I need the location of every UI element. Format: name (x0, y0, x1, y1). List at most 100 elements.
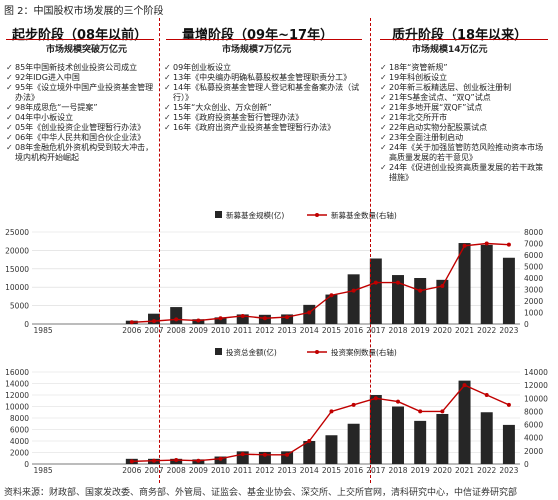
x-tick-label: 2018 (388, 466, 407, 475)
stage-3-event: 21年S基金试点、“双Q”试点 (380, 93, 550, 103)
stage-3-event: 19年科创板设立 (380, 73, 550, 83)
bar (436, 413, 449, 464)
line-point (418, 409, 423, 414)
bar (392, 275, 404, 324)
line-point (152, 458, 156, 463)
y-right-tick-label: 4000 (524, 434, 543, 443)
series-line (131, 384, 510, 463)
x-tick-label: 2014 (300, 466, 319, 475)
legend-bar-label: 新募基金规模(亿) (226, 210, 284, 220)
y-right-tick-label: 2000 (524, 297, 543, 306)
line-point (440, 409, 445, 414)
stage-2-event: 15年《政府投资基金暂行管理办法》 (164, 113, 360, 123)
x-tick-label: 2019 (411, 326, 430, 335)
stage-1-event: 92年IDG进入中国 (6, 73, 154, 83)
x-tick-label: 2017 (366, 466, 385, 475)
bar (236, 451, 249, 464)
y-right-tick-label: 3000 (524, 286, 543, 295)
bar (281, 451, 294, 464)
x-tick-label: 2020 (433, 466, 452, 475)
source-note: 资料来源：财政部、国家发改委、商务部、外管局、证监会、基金业协会、深交所、上交所… (4, 488, 518, 498)
x-tick-label: 2009 (189, 466, 208, 475)
x-tick-label: 2012 (255, 466, 274, 475)
y-left-tick-label: 4000 (10, 437, 29, 446)
bar (347, 274, 360, 324)
stage-3-event: 24年《关于加强监管防范风险推动资本市场高质量发展的若干意见》 (380, 143, 550, 163)
x-tick-label: 2014 (300, 326, 319, 335)
legend-bar-label: 投资总金额(亿) (226, 347, 277, 357)
stage-1-event: 98年成思危“一号提案” (6, 103, 154, 113)
line-point (440, 284, 445, 289)
x-tick-label: 2012 (255, 326, 274, 335)
stage-3-event: 20年新三板精选层、创业板注册制 (380, 83, 550, 93)
y-right-tick-label: 14000 (524, 368, 548, 377)
y-left-tick-label: 25000 (5, 228, 29, 237)
line-point (351, 288, 356, 293)
bar (236, 314, 249, 324)
x-tick-label: 2017 (366, 326, 385, 335)
y-right-tick-label: 6000 (524, 251, 543, 260)
stage-1-event: 08年金融危机外资机构受到较大冲击，境内机构开始崛起 (6, 143, 154, 163)
y-right-tick-label: 10000 (524, 394, 548, 403)
stage-1-event: 85年中国新技术创业投资公司成立 (6, 63, 154, 73)
stage-1-event-list: 85年中国新技术创业投资公司成立92年IDG进入中国95年《设立境外中国产业投资… (6, 63, 154, 163)
bar (369, 395, 382, 464)
x-tick-label: 2007 (144, 326, 163, 335)
y-right-tick-label: 2000 (524, 447, 543, 456)
line-point (307, 310, 312, 315)
x-tick-label: 2023 (499, 326, 518, 335)
line-point (373, 280, 378, 285)
line-point (196, 458, 201, 463)
line-point (152, 319, 156, 324)
x-tick-label: 2015 (322, 466, 341, 475)
y-left-tick-label: 12000 (5, 391, 29, 400)
bar (258, 451, 271, 464)
line-point (396, 399, 400, 404)
legend-bar-swatch (215, 348, 222, 355)
bar (436, 279, 449, 324)
line-point (218, 456, 223, 461)
x-tick-label: 2022 (477, 326, 496, 335)
x-tick-label: 2006 (122, 326, 141, 335)
bar (214, 317, 227, 324)
y-left-tick-label: 0 (24, 460, 29, 469)
y-right-tick-label: 7000 (524, 240, 543, 249)
bar (148, 313, 160, 324)
y-right-tick-label: 0 (524, 320, 529, 329)
x-tick-label: 2016 (344, 326, 363, 335)
stage-2-market-size: 市场规模7万亿元 (222, 45, 292, 55)
line-point (484, 241, 489, 246)
x-tick-label: 2020 (433, 326, 452, 335)
line-point (484, 393, 489, 397)
legend-line-marker (315, 350, 319, 354)
bar (303, 441, 316, 464)
stage-3-event-list: 18年“资管新规”19年科创板设立20年新三板精选层、创业板注册制21年S基金试… (380, 63, 550, 183)
y-right-tick-label: 4000 (524, 274, 543, 283)
line-point (329, 409, 334, 414)
chart-investments: 0 2000 4000 6000 8000 10000 12000 14000 16000 0 20… (5, 347, 548, 475)
x-tick-label: 2013 (278, 326, 297, 335)
y-left-tick-label: 5000 (10, 302, 29, 311)
line-point (174, 317, 179, 322)
legend-line-marker (315, 213, 319, 217)
stage-1-event: 95年《设立境外中国产业投资基金管理办法》 (6, 83, 154, 103)
stage-1-event: 06年《中华人民共和国合伙企业法》 (6, 133, 154, 143)
x-tick-label: 2015 (322, 326, 341, 335)
stage-1-market-size: 市场规模突破万亿元 (46, 45, 128, 55)
stage-2-event: 09年创业板设立 (164, 63, 360, 73)
y-right-tick-label: 12000 (524, 381, 548, 390)
bar (281, 314, 294, 324)
legend-line-label: 投资案例数量(右轴) (331, 347, 397, 357)
x-tick-label: 2023 (499, 466, 518, 475)
line-point (373, 396, 378, 401)
line-point (285, 315, 290, 320)
bar (480, 244, 493, 324)
stage-3-underline (380, 39, 548, 40)
x-tick-label: 2009 (189, 326, 208, 335)
bar (480, 412, 493, 464)
bar (458, 380, 471, 464)
stage-2-event-list: 09年创业板设立13年《中央编办明确私募股权基金管理职责分工》14年《私募投资基… (164, 63, 360, 133)
bar (325, 294, 338, 324)
y-left-tick-label: 15000 (5, 265, 29, 274)
x-tick-label: 2021 (455, 466, 474, 475)
